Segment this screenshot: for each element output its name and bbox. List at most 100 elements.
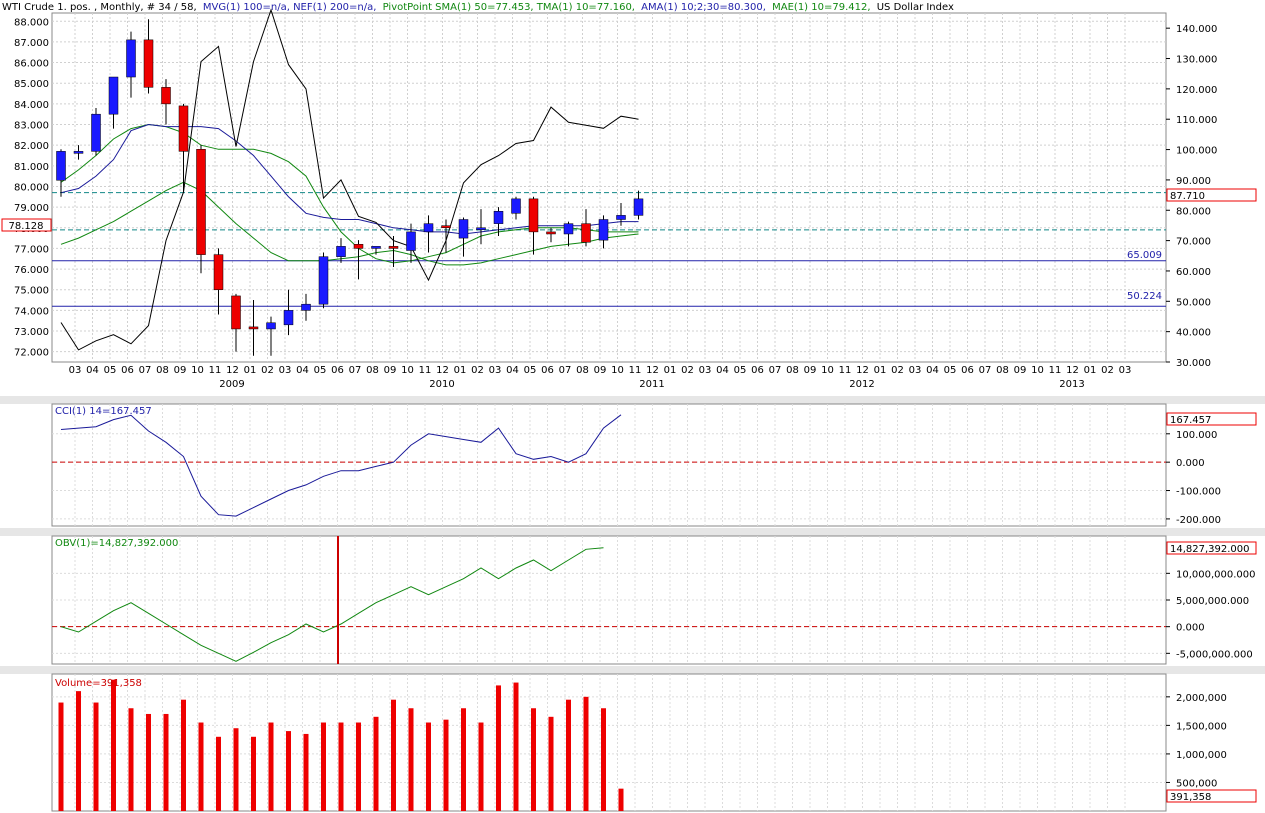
volume-bar	[76, 691, 81, 811]
panel-separator-2[interactable]	[0, 528, 1265, 536]
volume-tick-label: 500,000	[1176, 778, 1217, 789]
current-price-left: 78.128	[9, 221, 44, 232]
x-month-label: 02	[261, 365, 274, 376]
volume-bar	[338, 722, 344, 811]
x-month-label: 09	[594, 365, 607, 376]
candle-up	[301, 303, 311, 311]
obv-tick-label: 5,000,000.000	[1176, 596, 1249, 607]
obv-tick-label: 0.000	[1176, 623, 1205, 634]
x-month-label: 12	[1066, 365, 1079, 376]
x-month-label: 11	[839, 365, 852, 376]
x-month-label: 02	[891, 365, 904, 376]
price-left-tick: 80.000	[14, 182, 49, 193]
candle-down	[231, 295, 241, 330]
current-usd-right: 87.710	[1170, 191, 1205, 202]
candle-up	[56, 151, 66, 181]
volume-bar	[251, 736, 256, 811]
price-left-tick: 87.000	[14, 38, 49, 49]
obv-series-line	[60, 547, 604, 662]
candle-down	[248, 326, 259, 330]
volume-tick-label: 1,500,000	[1176, 721, 1227, 732]
volume-bar	[478, 722, 484, 811]
volume-bar	[443, 719, 449, 811]
panel-separator-1[interactable]	[0, 396, 1265, 404]
x-month-label: 02	[681, 365, 694, 376]
volume-bar	[618, 788, 624, 811]
cci-current-box	[1166, 412, 1257, 426]
candle-up	[91, 113, 101, 152]
usd-right-tick: 50.000	[1176, 297, 1211, 308]
volume-bar	[93, 702, 99, 811]
price-panel: 88.000 87.000 86.000 85.000 84.000 83.000 82.0…	[1, 2, 1257, 390]
x-month-label: 12	[856, 365, 869, 376]
price-left-tick: 82.000	[14, 141, 49, 152]
level-label-2: 50.224	[1127, 291, 1162, 302]
usd-right-tick: 90.000	[1176, 176, 1211, 187]
candle-up	[423, 223, 434, 233]
candle-up	[458, 219, 469, 239]
x-month-label: 11	[209, 365, 222, 376]
price-left-tick: 77.000	[14, 244, 49, 255]
usd-right-tick: 110.000	[1176, 115, 1217, 126]
usd-right-tick: 100.000	[1176, 146, 1217, 157]
cci-tick-label: 0.000	[1176, 458, 1205, 469]
usd-index-line	[60, 8, 639, 351]
x-month-label: 01	[874, 365, 887, 376]
x-month-label: 10	[1031, 365, 1044, 376]
candle-down	[196, 149, 206, 255]
volume-bar	[426, 722, 431, 811]
panel-separator-3[interactable]	[0, 666, 1265, 674]
obv-tick-label: 10,000,000.000	[1176, 569, 1256, 580]
usd-right-tick: 120.000	[1176, 85, 1217, 96]
candle-up	[266, 322, 276, 330]
price-left-tick: 83.000	[14, 121, 49, 132]
x-month-label: 03	[489, 365, 502, 376]
x-month-label: 09	[174, 365, 187, 376]
candle-up	[318, 256, 329, 305]
x-month-label: 01	[454, 365, 467, 376]
volume-current-box	[1166, 789, 1257, 803]
volume-bar	[268, 722, 274, 811]
cci-panel: 100.000 0.000 -100.000 -200.000 CCI(1) 14=1…	[51, 403, 1257, 527]
obv-current-box	[1166, 541, 1257, 555]
obv-axis: 10,000,000.000 5,000,000.000 0.000 -5,000,0…	[1166, 569, 1256, 660]
x-month-label: 07	[559, 365, 572, 376]
volume-bar	[286, 731, 291, 811]
x-year-label: 2012	[849, 379, 874, 390]
candle-up	[406, 231, 416, 251]
candle-up	[126, 39, 136, 78]
volume-bar	[321, 722, 326, 811]
candle-up	[563, 223, 574, 235]
price-right-axis: 140.000 130.000 120.000 110.000 100.000 90.00…	[1166, 24, 1217, 369]
x-month-label: 04	[86, 365, 99, 376]
usd-right-tick: 130.000	[1176, 55, 1217, 66]
x-month-label: 05	[104, 365, 117, 376]
x-month-label: 01	[1084, 365, 1097, 376]
x-month-label: 09	[384, 365, 397, 376]
candle-up	[476, 227, 486, 231]
obv-tick-label: -5,000,000.000	[1176, 649, 1253, 660]
header-sma-tma: PivotPoint SMA(1) 50=77.453, TMA(1) 10=7…	[383, 2, 635, 13]
obv-panel: 10,000,000.000 5,000,000.000 0.000 -5,000,0…	[51, 535, 1257, 665]
x-year-label: 2009	[219, 379, 244, 390]
price-candles	[56, 19, 644, 356]
volume-label: Volume=391,358	[55, 678, 142, 689]
volume-bar	[548, 716, 554, 811]
current-usd-box	[1166, 188, 1257, 202]
x-month-label: 04	[716, 365, 729, 376]
x-year-label: 2011	[639, 379, 664, 390]
candle-up	[73, 151, 84, 154]
volume-bar	[146, 713, 151, 811]
volume-tick-label: 1,000,000	[1176, 750, 1227, 761]
x-month-label: 02	[1101, 365, 1114, 376]
candle-down	[178, 105, 189, 152]
price-left-tick: 76.000	[14, 265, 49, 276]
cci-series-line	[60, 414, 622, 517]
cci-tick-label: -100.000	[1176, 487, 1221, 498]
price-header: WTI Crude 1. pos. , Monthly, # 34 / 58, …	[2, 2, 954, 13]
x-month-label: 06	[121, 365, 134, 376]
x-month-label: 08	[786, 365, 799, 376]
current-price-box	[1, 218, 52, 232]
cci-label: CCI(1) 14=167.457	[55, 406, 152, 417]
cci-tick-label: -200.000	[1176, 515, 1221, 526]
